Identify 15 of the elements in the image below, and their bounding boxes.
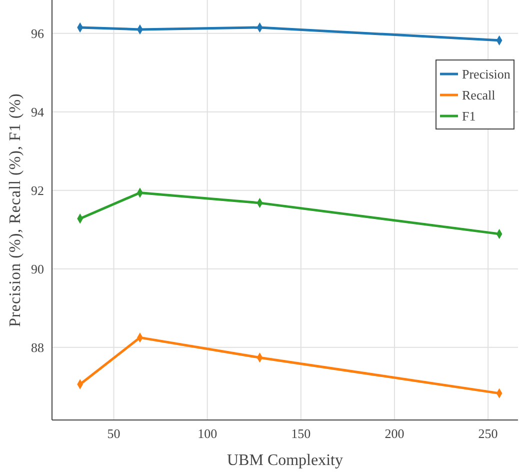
y-axis-title: Precision (%), Recall (%), F1 (%): [7, 93, 24, 327]
y-tick-label: 94: [31, 104, 44, 120]
legend-label: F1: [462, 108, 476, 124]
y-tick-label: 90: [31, 261, 44, 276]
legend-label: Recall: [462, 88, 496, 103]
x-axis-title: UBM Complexity: [226, 452, 344, 469]
x-tick-label: 250: [478, 426, 498, 441]
x-tick-label: 50: [107, 426, 120, 441]
y-tick-label: 88: [31, 340, 44, 355]
legend-label: Precision: [462, 66, 511, 82]
x-tick-label: 100: [198, 426, 218, 441]
x-tick-label: 200: [384, 426, 404, 441]
y-tick-label: 96: [31, 26, 44, 41]
x-tick-label: 150: [291, 426, 311, 441]
y-tick-label: 92: [31, 182, 44, 198]
